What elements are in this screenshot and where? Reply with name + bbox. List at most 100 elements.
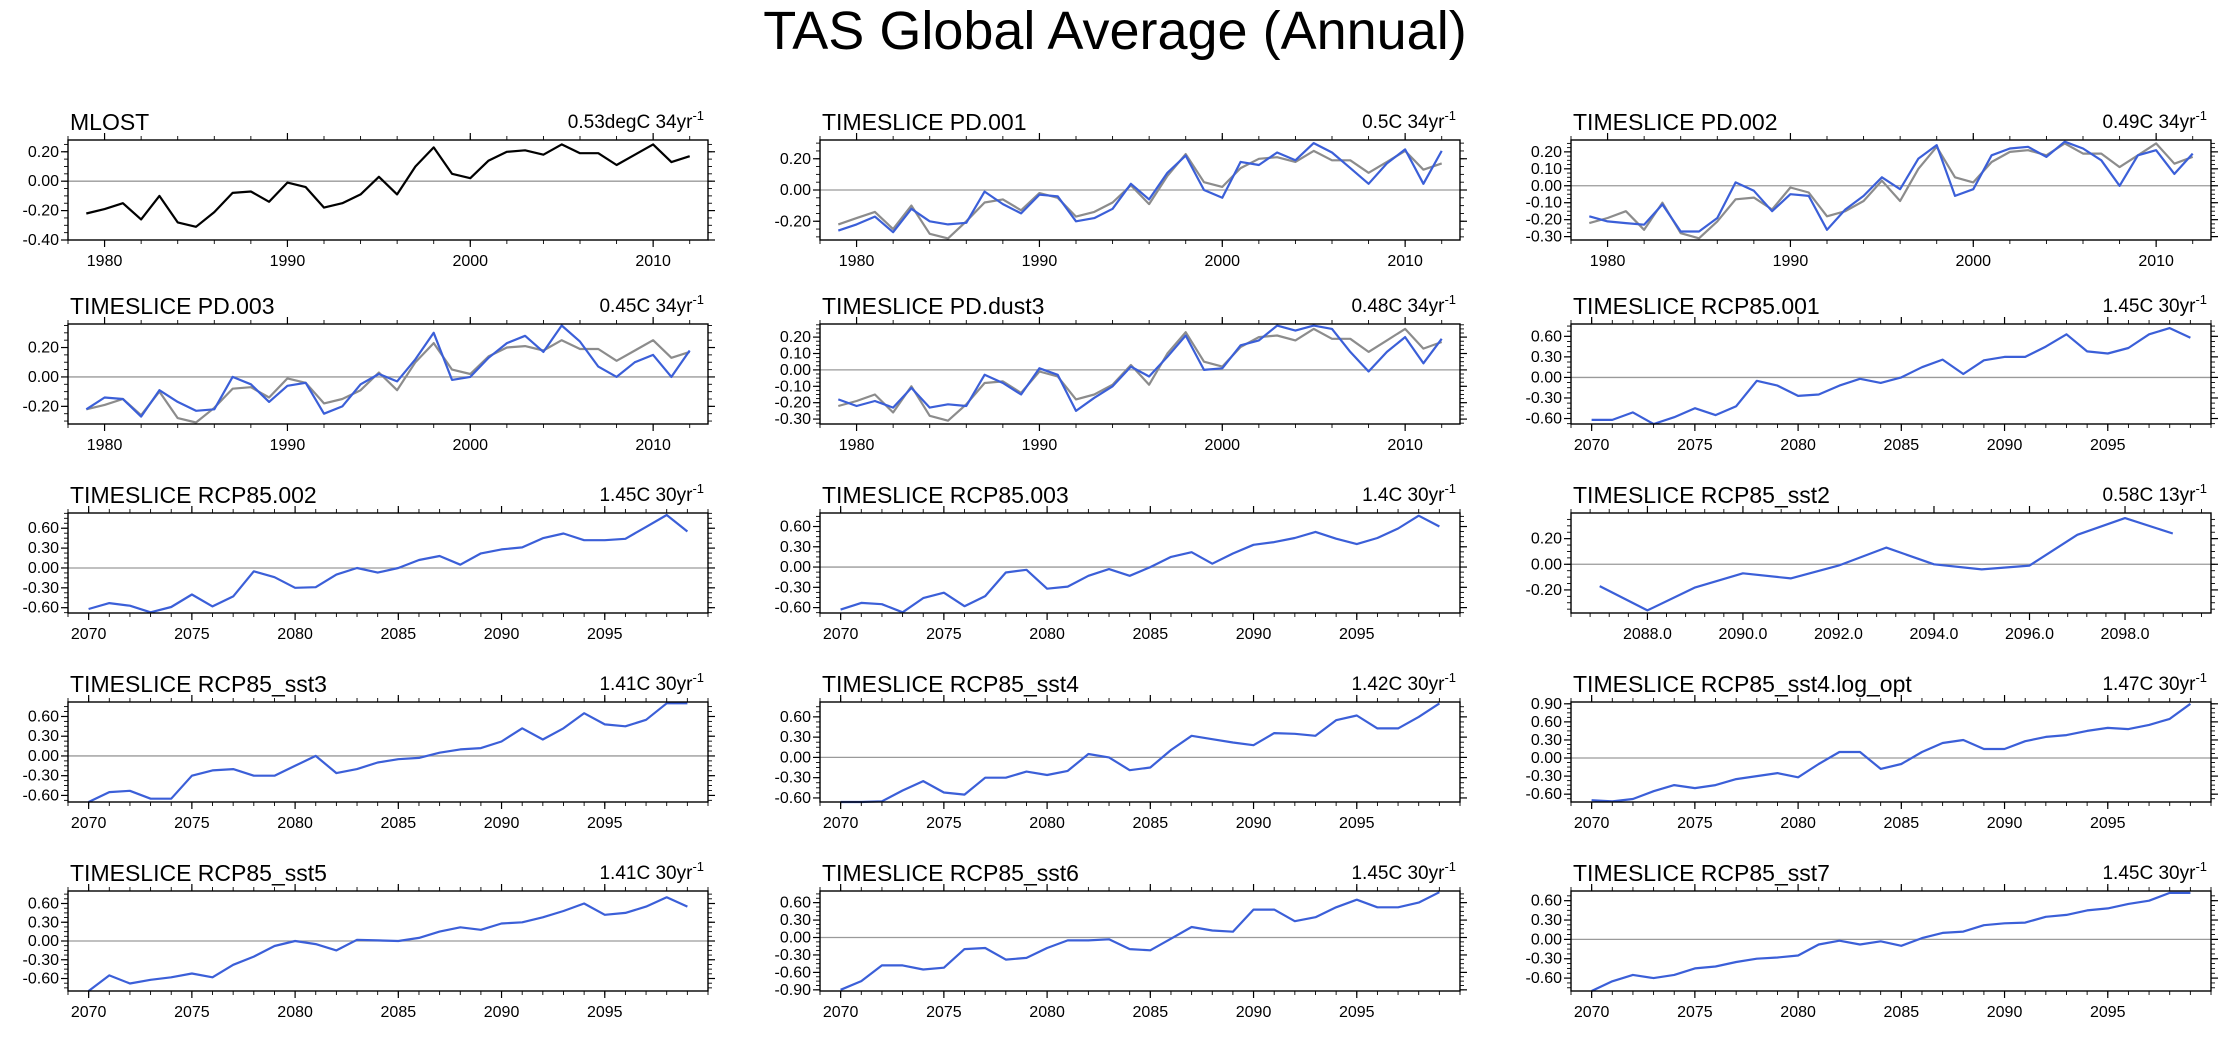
plot-frame [67, 512, 709, 614]
panel-trend: 0.5C 34yr-1 [1362, 108, 1456, 133]
y-tick-label: -0.40 [23, 232, 60, 249]
x-tick-label: 2070 [823, 1004, 859, 1021]
x-tick-label: 2080 [1780, 1004, 1816, 1021]
trend-text: 1.45C 30yr [599, 485, 693, 506]
panel-trend: 0.45C 34yr-1 [599, 292, 704, 317]
series-line-model [840, 702, 1441, 804]
x-tick-label: 2000 [1955, 253, 1991, 270]
plot-frame [1570, 512, 2212, 614]
trend-exponent: -1 [1444, 670, 1456, 685]
plot-frame [819, 890, 1461, 992]
y-tick-label: 0.20 [28, 144, 59, 161]
y-tick-label: -0.20 [1526, 582, 1563, 599]
y-tick-label: -0.60 [1526, 411, 1563, 428]
trend-exponent: -1 [2195, 292, 2207, 307]
x-tick-label: 2075 [174, 1004, 210, 1021]
trend-exponent: -1 [692, 292, 704, 307]
x-tick-label: 2070 [71, 815, 107, 832]
series-line-model [1591, 702, 2192, 803]
y-tick-label: -0.20 [1526, 212, 1563, 229]
y-tick-label: 0.60 [28, 520, 59, 537]
x-tick-label: 2095 [2090, 815, 2126, 832]
x-tick-label: 2090 [1236, 815, 1272, 832]
x-tick-label: 1980 [839, 253, 875, 270]
panel-2: TIMESLICE PD.002 0.49C 34yr-1 1980 1990 2000… [1526, 108, 2218, 270]
x-tick-label: 2080 [1780, 437, 1816, 454]
trend-exponent: -1 [1444, 108, 1456, 123]
y-tick-label: -0.30 [1526, 951, 1563, 968]
x-tick-label: 2080 [1029, 626, 1065, 643]
x-tick-label: 2085 [1884, 815, 1920, 832]
x-tick-label: 2090.0 [1718, 626, 1767, 643]
x-tick-label: 2095 [1339, 626, 1375, 643]
series-line-reference [837, 149, 1443, 240]
x-tick-label: 1990 [270, 437, 306, 454]
panel-title: TIMESLICE RCP85.002 [70, 482, 317, 508]
y-tick-label: -0.10 [1526, 195, 1563, 212]
x-tick-label: 2090 [484, 815, 520, 832]
x-tick-label: 2080 [277, 1004, 313, 1021]
x-tick-label: 2075 [926, 1004, 962, 1021]
x-tick-label: 2000 [1204, 253, 1240, 270]
y-tick-label: 0.00 [1531, 178, 1562, 195]
series-line-reference [86, 339, 691, 424]
panel-10: TIMESLICE RCP85_sst4 1.42C 30yr-1 2070 2075… [775, 670, 1467, 832]
x-tick-label: 2010 [635, 437, 671, 454]
trend-text: 0.5C 34yr [1362, 112, 1445, 133]
x-tick-label: 2094.0 [1910, 626, 1959, 643]
series-line-model [840, 891, 1440, 991]
x-tick-label: 1980 [1590, 253, 1626, 270]
trend-text: 0.53degC 34yr [568, 112, 693, 133]
plot-frame [67, 323, 709, 425]
x-tick-label: 2085 [1884, 1004, 1920, 1021]
panel-14: TIMESLICE RCP85_sst7 1.45C 30yr-1 2070 2075… [1526, 859, 2218, 1021]
series-line-model [87, 896, 688, 992]
chart-title: TAS Global Average (Annual) [763, 1, 1467, 61]
x-tick-label: 2095 [587, 626, 623, 643]
trend-exponent: -1 [1444, 859, 1456, 874]
plot-frame [1570, 890, 2212, 992]
panel-13: TIMESLICE RCP85_sst6 1.45C 30yr-1 2070 2075… [775, 859, 1467, 1021]
panel-trend: 0.49C 34yr-1 [2102, 108, 2207, 133]
y-tick-label: -0.20 [23, 203, 60, 220]
trend-exponent: -1 [2195, 108, 2207, 123]
panel-trend: 1.47C 30yr-1 [2102, 670, 2207, 695]
y-tick-label: 0.10 [1531, 161, 1562, 178]
trend-exponent: -1 [692, 108, 704, 123]
series-line-model [1591, 327, 2191, 426]
y-tick-label: -0.20 [775, 213, 812, 230]
trend-text: 1.42C 30yr [1351, 674, 1445, 695]
panel-title: TIMESLICE RCP85_sst3 [70, 671, 327, 697]
series-line-reference [1589, 142, 2194, 240]
x-tick-label: 2085 [381, 626, 417, 643]
panel-trend: 1.45C 30yr-1 [2102, 292, 2207, 317]
y-tick-label: 0.20 [1531, 144, 1562, 161]
y-tick-label: 0.30 [28, 540, 59, 557]
plot-frame [1570, 323, 2212, 425]
x-tick-label: 2080 [1029, 1004, 1065, 1021]
trend-text: 1.47C 30yr [2102, 674, 2196, 695]
series-line-model [1591, 891, 2191, 992]
y-tick-label: 0.30 [780, 912, 811, 929]
panel-title: TIMESLICE RCP85_sst4.log_opt [1573, 671, 1912, 697]
y-tick-label: 0.30 [28, 728, 59, 745]
y-tick-label: -0.60 [775, 964, 812, 981]
y-tick-label: -0.10 [775, 378, 812, 395]
trend-exponent: -1 [692, 859, 704, 874]
x-tick-label: 2090 [1236, 1004, 1272, 1021]
y-tick-label: 0.00 [1531, 369, 1562, 386]
series-line-model [837, 324, 1443, 412]
x-tick-label: 2090 [1987, 815, 2023, 832]
series-line-model [1589, 140, 2194, 233]
x-tick-label: 2075 [926, 626, 962, 643]
trend-text: 1.45C 30yr [1351, 863, 1445, 884]
x-tick-label: 2070 [823, 815, 859, 832]
x-tick-label: 2075 [926, 815, 962, 832]
x-tick-label: 1990 [1022, 437, 1058, 454]
x-tick-label: 2075 [174, 815, 210, 832]
y-tick-label: -0.60 [23, 600, 60, 617]
trend-text: 1.41C 30yr [599, 674, 693, 695]
trend-exponent: -1 [692, 481, 704, 496]
trend-exponent: -1 [1444, 481, 1456, 496]
